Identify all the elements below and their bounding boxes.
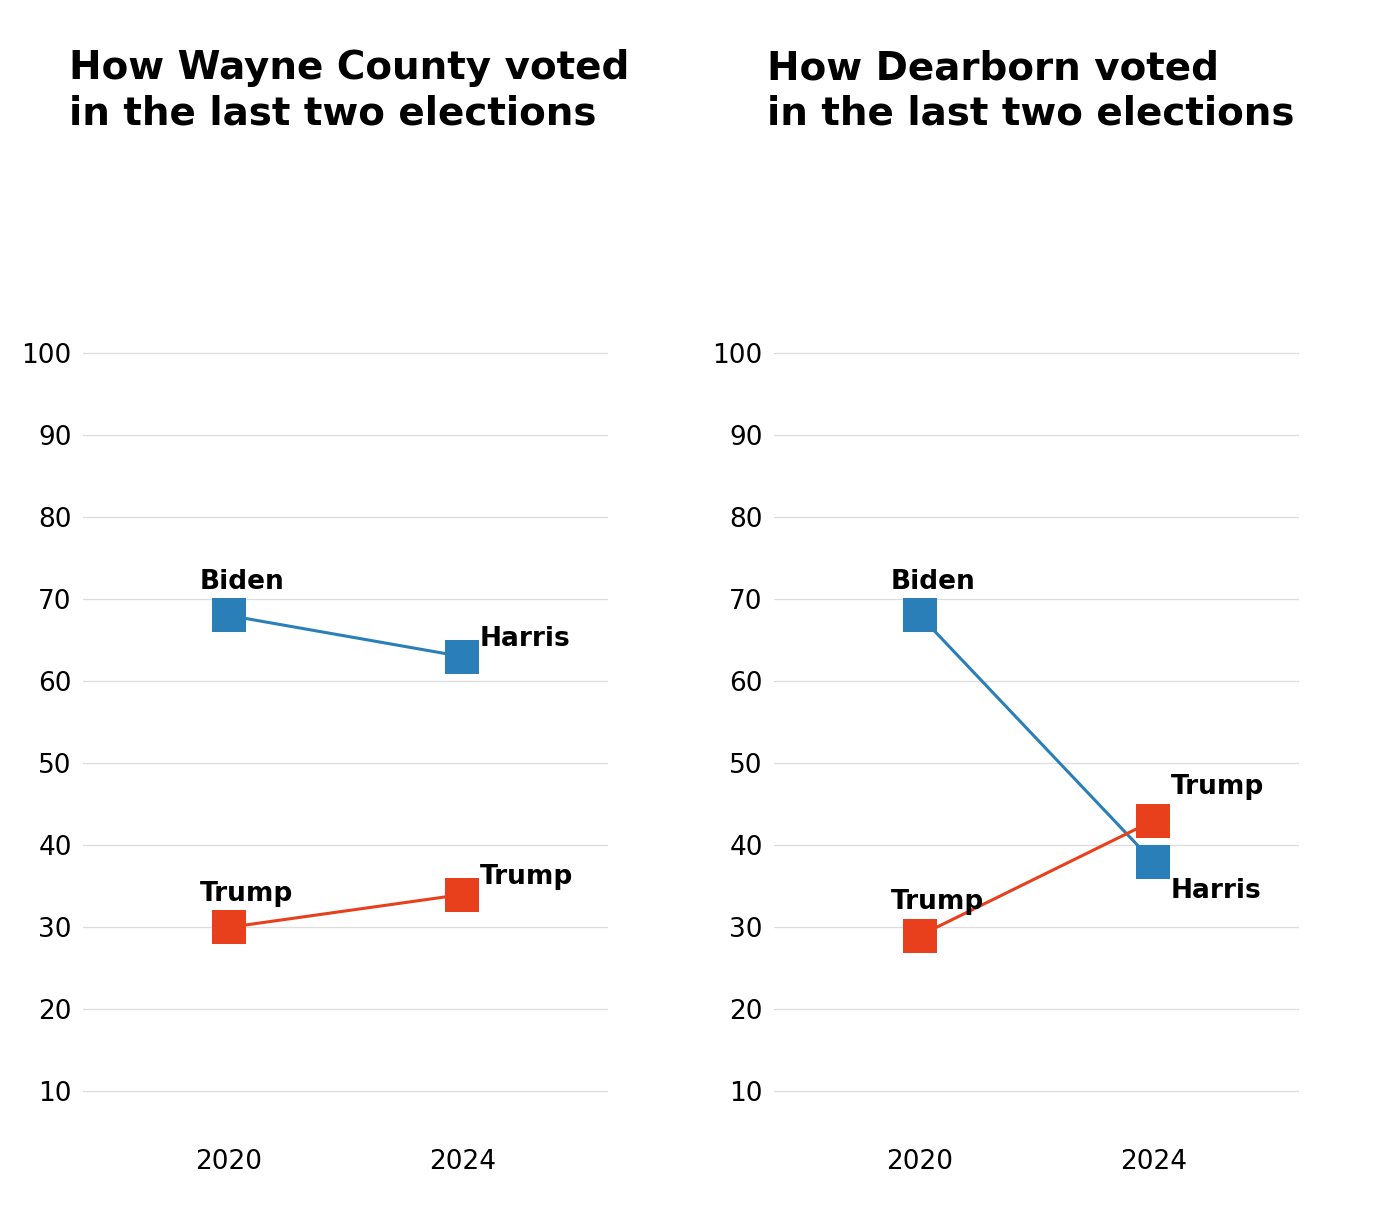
Text: Biden: Biden	[890, 569, 976, 595]
Point	[218, 917, 240, 937]
Point	[1142, 811, 1164, 831]
Point	[451, 885, 473, 905]
Point	[451, 646, 473, 666]
Point	[1142, 852, 1164, 872]
Text: How Dearborn voted
in the last two elections: How Dearborn voted in the last two elect…	[767, 49, 1295, 133]
Point	[909, 926, 931, 945]
Point	[218, 606, 240, 625]
Point	[909, 606, 931, 625]
Text: Trump: Trump	[890, 889, 984, 915]
Text: Harris: Harris	[480, 627, 571, 652]
Text: How Wayne County voted
in the last two elections: How Wayne County voted in the last two e…	[69, 49, 629, 133]
Text: Trump: Trump	[199, 881, 293, 907]
Text: Trump: Trump	[1171, 774, 1265, 800]
Text: Harris: Harris	[1171, 878, 1262, 904]
Text: Trump: Trump	[480, 864, 574, 890]
Text: Biden: Biden	[199, 569, 285, 595]
